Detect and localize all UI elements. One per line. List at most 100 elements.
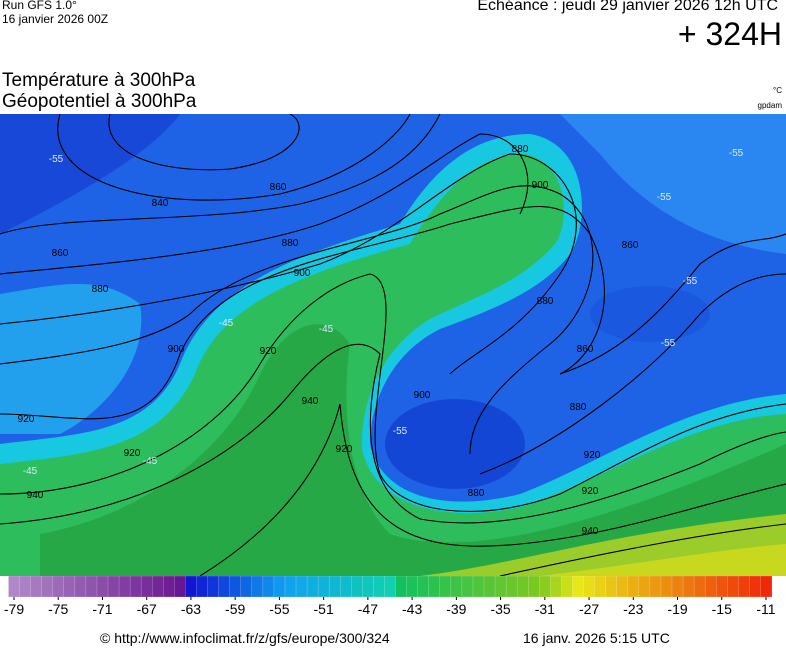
colorbar-swatch: [384, 576, 397, 598]
colorbar-swatch: [671, 576, 684, 598]
colorbar-label: -59: [225, 601, 245, 617]
contour-label: 880: [537, 296, 554, 307]
colorbar-swatch: [583, 576, 596, 598]
colorbar-swatch: [749, 576, 762, 598]
contour-label: 880: [282, 238, 299, 249]
colorbar-label: -79: [4, 601, 24, 617]
colorbar-swatch: [417, 576, 430, 598]
colorbar-label: -63: [181, 601, 201, 617]
colorbar-swatch: [273, 576, 286, 598]
contour-label: 900: [168, 344, 185, 355]
colorbar-swatch: [262, 576, 275, 598]
run-label: Run GFS 1.0°: [2, 0, 77, 12]
colorbar-swatch: [561, 576, 574, 598]
colorbar-label: -11: [756, 601, 775, 617]
colorbar-swatch: [539, 576, 552, 598]
title-geo: Géopotentiel à 300hPa: [2, 91, 197, 112]
colorbar-swatch: [41, 576, 54, 598]
colorbar-swatch: [516, 576, 529, 598]
colorbar-swatch: [660, 576, 673, 598]
colorbar-swatch: [8, 576, 21, 598]
mild-blue-region: [0, 284, 142, 434]
colorbar-swatch: [207, 576, 220, 598]
colorbar-swatch: [96, 576, 109, 598]
contour-label: 920: [124, 448, 141, 459]
contour-label: 940: [27, 490, 44, 501]
colorbar-swatch: [174, 576, 187, 598]
colorbar-swatch: [572, 576, 585, 598]
contour-label: 880: [512, 144, 529, 155]
contour-label: 920: [260, 346, 277, 357]
colorbar-swatch: [483, 576, 496, 598]
unit-temp: °C: [773, 86, 782, 95]
contour-label: -55: [657, 192, 672, 203]
colorbar-swatch: [295, 576, 308, 598]
contour-label: 880: [92, 284, 109, 295]
colorbar-label: -15: [712, 601, 732, 617]
colorbar-swatch: [306, 576, 319, 598]
contour-label: 900: [532, 180, 549, 191]
colorbar-swatch: [317, 576, 330, 598]
colorbar-label: -27: [579, 601, 599, 617]
colorbar-swatch: [461, 576, 474, 598]
colorbar-swatch: [30, 576, 43, 598]
cold-core: [590, 286, 710, 342]
colorbar-swatch: [472, 576, 485, 598]
title-temp: Température à 300hPa: [2, 70, 196, 91]
colorbar-swatch: [52, 576, 65, 598]
colorbar-swatch: [450, 576, 463, 598]
colorbar-label: -35: [490, 601, 510, 617]
contour-label: -45: [143, 456, 158, 467]
contour-label: -55: [729, 148, 744, 159]
contour-label: -55: [661, 338, 676, 349]
contour-label: -45: [219, 318, 234, 329]
generated-time: 16 janv. 2026 5:15 UTC: [523, 630, 670, 646]
contour-label: 920: [582, 486, 599, 497]
colorbar: -79 -75 -71 -67 -63 -59 -55 -51 -47 -43 -39 -35 -31 -…: [4, 576, 776, 617]
colorbar-swatch: [406, 576, 419, 598]
colorbar-swatch: [328, 576, 341, 598]
colorbar-swatch: [505, 576, 518, 598]
lead-time: + 324H: [677, 16, 782, 52]
warm-green-region: [40, 324, 786, 576]
colorbar-swatch: [715, 576, 729, 598]
colorbar-label: -19: [667, 601, 687, 617]
colorbar-label: -75: [48, 601, 68, 617]
contour-label: -45: [319, 324, 334, 335]
colorbar-swatch: [704, 576, 717, 598]
contour-label: -55: [683, 276, 698, 287]
colorbar-swatch: [760, 576, 773, 598]
contour-label: -45: [23, 466, 38, 477]
colorbar-swatch: [74, 576, 87, 598]
contour-label: 940: [302, 396, 319, 407]
contour-label: 920: [584, 450, 601, 461]
cold-region: [0, 114, 180, 234]
colorbar-swatch: [218, 576, 231, 598]
colorbar-swatch: [362, 576, 375, 598]
colorbar-swatch: [107, 576, 120, 598]
contours: [0, 114, 786, 576]
colorbar-swatch: [373, 576, 386, 598]
contour-label: 840: [152, 198, 169, 209]
colorbar-swatch: [19, 576, 32, 598]
colorbar-swatch: [151, 576, 165, 598]
contour-label: -55: [393, 426, 408, 437]
colorbar-swatch: [494, 576, 507, 598]
colorbar-swatch: [550, 576, 563, 598]
colorbar-label: -39: [446, 601, 466, 617]
colorbar-swatch: [738, 576, 751, 598]
contour-label: 940: [582, 526, 599, 537]
contour-label: 920: [336, 444, 353, 455]
contour-label: 880: [570, 402, 587, 413]
colorbar-swatch: [63, 576, 76, 598]
colorbar-swatch: [284, 576, 297, 598]
colorbar-swatch: [428, 576, 441, 598]
colorbar-swatch: [727, 576, 740, 598]
colorbar-label: -71: [92, 601, 112, 617]
source-url: © http://www.infoclimat.fr/z/gfs/europe/…: [100, 630, 390, 646]
colorbar-swatch: [627, 576, 640, 598]
colorbar-swatch: [351, 576, 364, 598]
colorbar-label: -55: [269, 601, 289, 617]
colorbar-swatch: [594, 576, 607, 598]
